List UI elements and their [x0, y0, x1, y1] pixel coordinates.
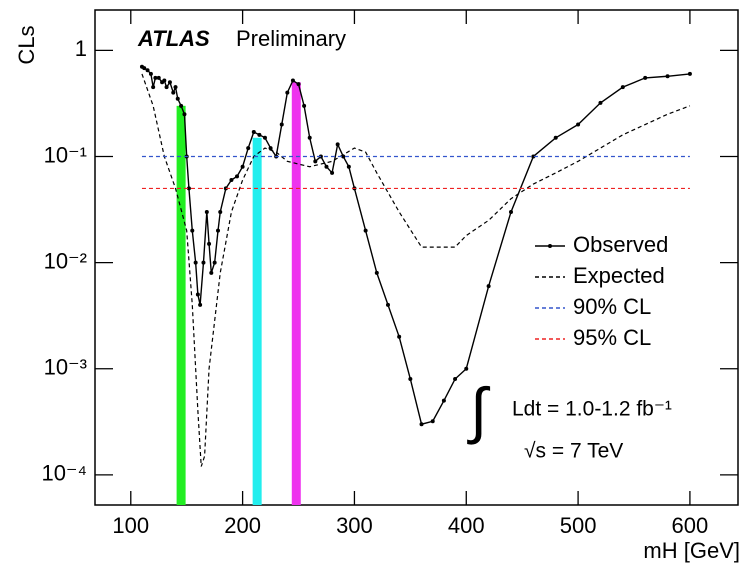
data-point: [290, 78, 295, 83]
legend-label: 90% CL: [573, 294, 651, 319]
experiment-label: ATLAS: [137, 26, 210, 51]
x-tick-label: 300: [336, 513, 373, 538]
data-point: [385, 302, 390, 307]
highlight-bar: [176, 105, 186, 506]
data-point: [397, 334, 402, 339]
data-point: [598, 100, 603, 105]
data-point: [151, 85, 156, 90]
data-point: [179, 103, 184, 108]
data-point: [209, 270, 214, 275]
data-point: [330, 170, 335, 175]
data-point: [207, 241, 212, 246]
data-point: [186, 186, 191, 191]
data-point: [302, 103, 307, 108]
data-point: [201, 260, 206, 265]
data-point: [251, 130, 256, 135]
data-point: [335, 142, 340, 147]
status-label: Preliminary: [236, 26, 346, 51]
highlight-bar: [252, 137, 262, 506]
data-point: [419, 422, 424, 427]
data-point: [257, 132, 262, 137]
series-line: [141, 73, 691, 467]
y-axis-label: CLs: [14, 25, 39, 64]
y-tick-label: 10⁻¹: [44, 142, 87, 167]
data-point: [553, 135, 558, 140]
data-point: [279, 122, 284, 127]
data-point: [145, 68, 150, 73]
data-point: [153, 75, 158, 80]
data-point: [374, 270, 379, 275]
data-point: [246, 146, 251, 151]
x-tick-label: 400: [448, 513, 485, 538]
data-point: [285, 90, 290, 95]
plot-frame: [94, 9, 739, 506]
y-tick-label: 10⁻⁴: [41, 461, 87, 486]
data-point: [307, 135, 312, 140]
data-point: [296, 82, 301, 87]
highlight-bar: [291, 82, 301, 505]
legend-label: 95% CL: [573, 325, 651, 350]
y-tick-label: 10⁻³: [44, 355, 87, 380]
data-point: [486, 284, 491, 289]
data-point: [576, 122, 581, 127]
data-point: [148, 71, 153, 76]
data-point: [162, 78, 167, 83]
data-point: [171, 90, 176, 95]
y-tick-label: 10⁻²: [44, 248, 87, 273]
data-point: [190, 228, 195, 233]
data-point: [643, 75, 648, 80]
data-point: [453, 377, 458, 382]
x-tick-label: 500: [560, 513, 597, 538]
data-point: [346, 164, 351, 169]
integral-sign: ∫: [467, 376, 491, 445]
data-point: [531, 154, 536, 159]
data-point: [324, 164, 329, 169]
data-point: [363, 228, 368, 233]
data-point: [218, 209, 223, 214]
data-point: [441, 398, 446, 403]
data-point: [198, 302, 203, 307]
data-point: [173, 85, 178, 90]
data-point: [229, 178, 234, 183]
data-point: [156, 75, 161, 80]
data-point: [235, 174, 240, 179]
data-point: [216, 228, 221, 233]
data-point: [223, 186, 228, 191]
data-point: [262, 135, 267, 140]
data-point: [142, 66, 147, 71]
data-point: [167, 80, 172, 85]
data-point: [430, 419, 435, 424]
data-point: [687, 71, 692, 76]
data-point: [212, 260, 217, 265]
x-tick-label: 200: [224, 513, 261, 538]
x-axis-label: mH [GeV]: [643, 538, 740, 563]
x-tick-label: 600: [672, 513, 709, 538]
data-point: [508, 209, 513, 214]
data-point: [175, 96, 180, 101]
data-point: [182, 112, 187, 117]
data-point: [464, 366, 469, 371]
data-point: [620, 85, 625, 90]
luminosity-label: Ldt = 1.0-1.2 fb⁻¹: [512, 398, 672, 421]
data-point: [665, 74, 670, 79]
legend-label: Observed: [573, 232, 668, 257]
energy-label: √s = 7 TeV: [524, 440, 623, 463]
data-point: [313, 159, 318, 164]
x-tick-label: 100: [112, 513, 149, 538]
data-point: [408, 377, 413, 382]
legend-label: Expected: [573, 263, 665, 288]
data-point: [268, 146, 273, 151]
data-point: [240, 164, 245, 169]
data-point: [204, 209, 209, 214]
y-tick-label: 1: [75, 36, 87, 61]
data-point: [164, 85, 169, 90]
data-point: [195, 292, 200, 297]
data-point: [193, 260, 198, 265]
legend-marker: [548, 244, 552, 248]
